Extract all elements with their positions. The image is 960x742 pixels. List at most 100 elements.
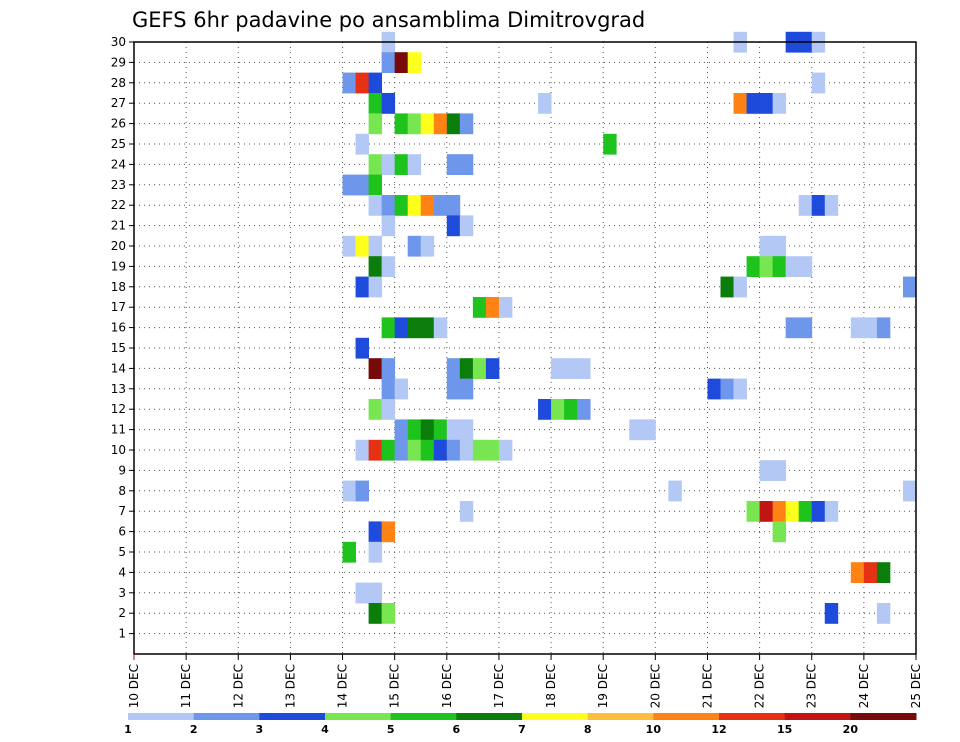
heatmap-cell (342, 235, 356, 257)
heatmap-cell (407, 52, 422, 73)
x-tick-label: 24 DEC (857, 664, 871, 708)
colorbar-label: 2 (190, 723, 198, 736)
heatmap-cell (459, 378, 474, 400)
heatmap-cell (342, 541, 356, 563)
heatmap-cell (381, 154, 396, 175)
heatmap-cell (446, 358, 461, 379)
colorbar-label: 7 (518, 723, 526, 736)
heatmap-cell (485, 297, 500, 318)
heatmap-cell (394, 419, 409, 441)
heatmap-cell (746, 501, 760, 522)
y-tick-label: 12 (111, 402, 126, 416)
heatmap-cell (394, 317, 409, 339)
heatmap-cell (381, 378, 396, 400)
heatmap-cell (564, 358, 578, 379)
heatmap-cell (368, 521, 383, 543)
colorbar-segment (193, 713, 260, 720)
heatmap-cell (433, 439, 448, 461)
x-tick-label: 21 DEC (700, 664, 714, 708)
heatmap-cell (394, 52, 409, 73)
heatmap-cell (811, 501, 826, 522)
colorbar-label: 15 (777, 723, 792, 736)
heatmap-cell (863, 562, 878, 583)
heatmap-cell (824, 195, 839, 216)
y-tick-label: 5 (118, 545, 126, 559)
x-tick-label: 23 DEC (805, 664, 819, 708)
colorbar-label: 12 (711, 723, 726, 736)
heatmap-cell (824, 501, 839, 522)
heatmap-cell (733, 378, 747, 400)
colorbar-label: 4 (321, 723, 329, 736)
heatmap-cell (355, 439, 369, 461)
colorbar-segment (719, 713, 786, 720)
heatmap-cell (551, 358, 565, 379)
x-tick-label: 18 DEC (544, 664, 558, 708)
heatmap-cell (629, 419, 643, 441)
heatmap-cell (785, 256, 800, 277)
heatmap-cell (381, 256, 396, 277)
heatmap-cell (759, 460, 774, 481)
heatmap-cell (368, 93, 383, 114)
x-tick-label: 17 DEC (492, 664, 506, 708)
heatmap-cell (446, 419, 461, 441)
heatmap-cell (459, 358, 474, 379)
heatmap-cell (876, 603, 891, 624)
heatmap-cell (381, 358, 396, 379)
heatmap-cell (381, 317, 396, 339)
colorbar-segment (587, 713, 654, 720)
heatmap-cell (407, 419, 422, 441)
heatmap-cell (824, 603, 839, 624)
heatmap-cell (785, 501, 800, 522)
heatmap-cell (733, 93, 747, 114)
heatmap-cell (746, 256, 760, 277)
heatmap-cell (902, 276, 917, 298)
heatmap-cell (381, 215, 396, 237)
heatmap-cell (407, 154, 422, 175)
y-tick-label: 17 (111, 300, 126, 314)
heatmap-cell (355, 337, 369, 359)
y-tick-label: 6 (118, 525, 126, 539)
y-tick-label: 10 (111, 443, 126, 457)
heatmap-cell (381, 195, 396, 216)
heatmap-cell (538, 399, 552, 420)
heatmap-cell (407, 317, 422, 339)
heatmap-cell (459, 501, 474, 522)
heatmap-cells (342, 31, 917, 624)
heatmap-cell (368, 72, 383, 94)
x-tick-label: 15 DEC (388, 664, 402, 708)
heatmap-cell (446, 113, 461, 135)
y-tick-label: 25 (111, 137, 126, 151)
heatmap-cell (420, 195, 435, 216)
heatmap-cell (407, 195, 422, 216)
colorbar-label: 1 (124, 723, 132, 736)
heatmap-cell (368, 603, 383, 624)
y-tick-label: 8 (118, 484, 126, 498)
heatmap-cell (707, 378, 721, 400)
x-tick-label: 11 DEC (179, 664, 193, 708)
heatmap-cell (368, 358, 383, 379)
heatmap-cell (368, 439, 383, 461)
heatmap-cell (381, 93, 396, 114)
y-tick-label: 4 (118, 565, 126, 579)
x-tick-label: 10 DEC (127, 664, 141, 708)
heatmap-cell (433, 195, 448, 216)
y-tick-label: 22 (111, 198, 126, 212)
colorbar-segment (522, 713, 589, 720)
heatmap-cell (772, 256, 787, 277)
heatmap-cell (446, 195, 461, 216)
heatmap-cell (355, 72, 369, 94)
heatmap-cell (472, 439, 487, 461)
colorbar-segment (390, 713, 457, 720)
y-tick-label: 14 (111, 361, 126, 375)
y-tick-label: 21 (111, 219, 126, 233)
heatmap-cell (407, 113, 422, 135)
y-tick-label: 11 (111, 423, 126, 437)
heatmap-cell (355, 582, 369, 604)
heatmap-cell (772, 93, 787, 114)
colorbar-label: 10 (646, 723, 662, 736)
grid-lines (134, 41, 916, 654)
y-tick-label: 24 (111, 157, 126, 171)
heatmap-cell (394, 113, 409, 135)
heatmap-cell (720, 276, 734, 298)
heatmap-cell (394, 378, 409, 400)
